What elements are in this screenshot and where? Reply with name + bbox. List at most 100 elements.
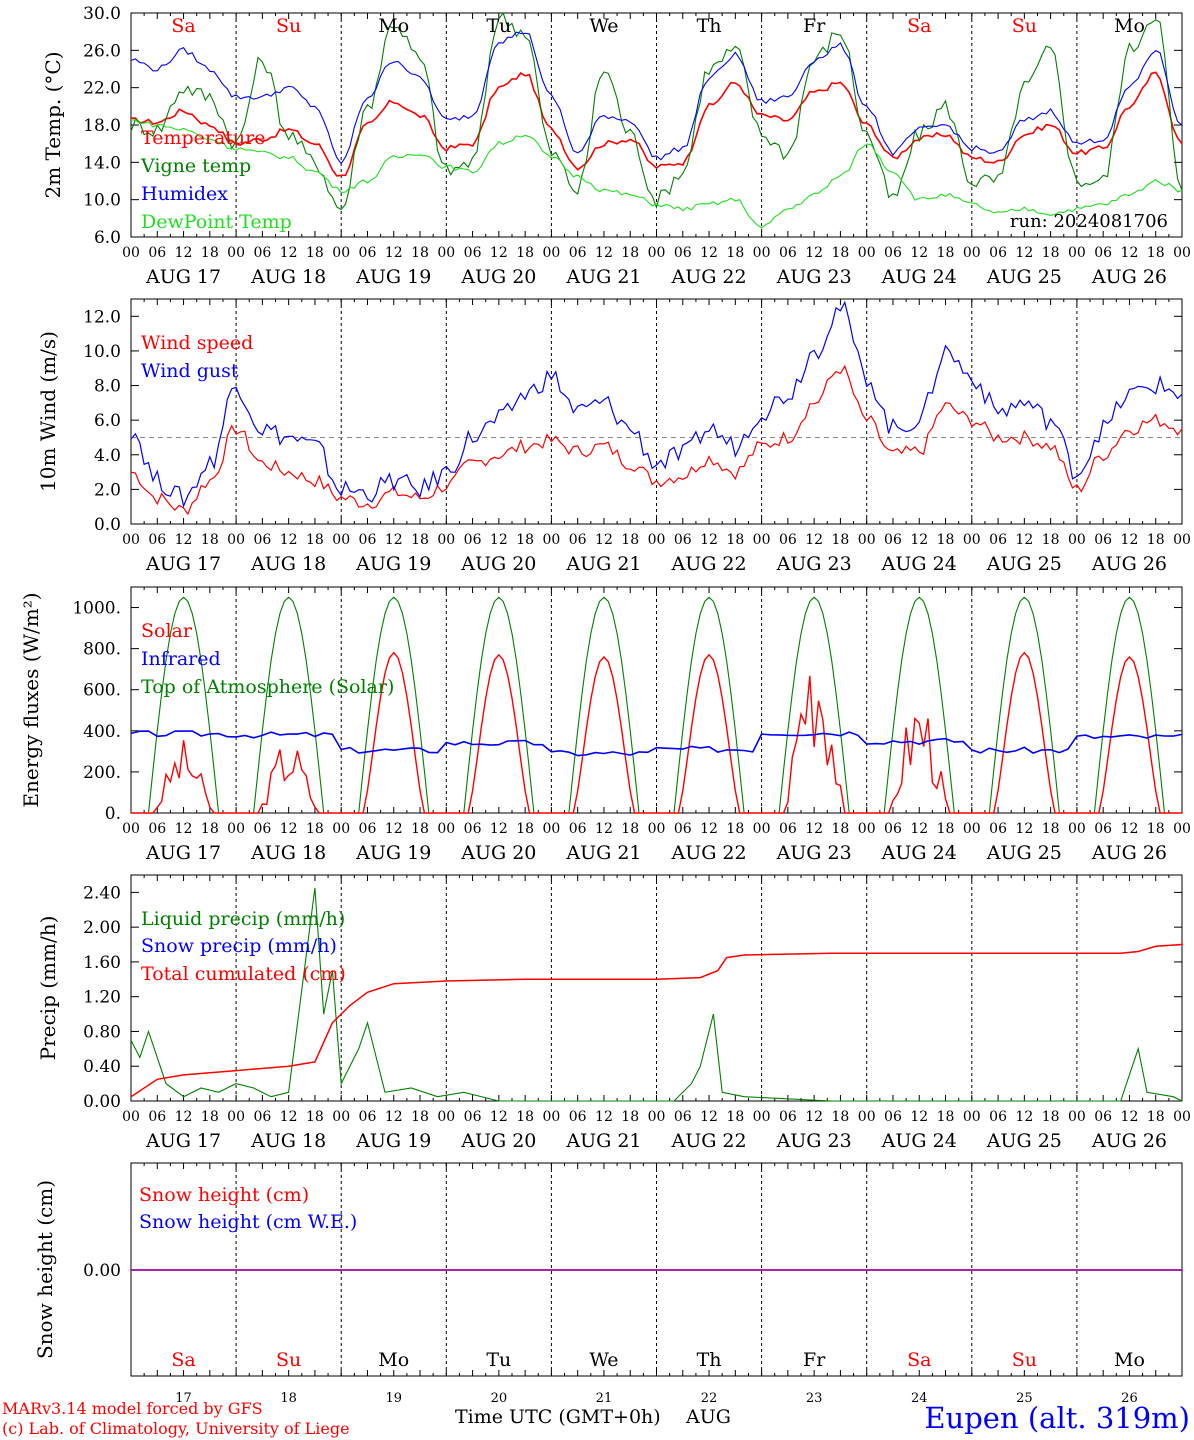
date-label: AUG 19	[355, 266, 431, 288]
hour-tick-label: 12	[910, 1109, 928, 1125]
hour-tick-label: 06	[464, 1109, 482, 1125]
hour-tick-label: 18	[832, 532, 850, 548]
y-axis-title: Energy fluxes (W/m²)	[19, 592, 43, 807]
hour-tick-label: 12	[595, 532, 613, 548]
hour-tick-label: 06	[884, 245, 902, 261]
y-axis-title: 2m Temp. (°C)	[41, 51, 65, 198]
y-tick-label: 18.0	[83, 116, 121, 136]
date-label: AUG 25	[986, 266, 1062, 288]
y-tick-label: 0.0	[94, 515, 121, 535]
hour-tick-label: 12	[1015, 821, 1033, 837]
date-label: AUG 26	[1091, 553, 1167, 575]
hour-tick-label: 18	[621, 245, 639, 261]
date-label: AUG 24	[881, 266, 957, 288]
hour-tick-label: 18	[832, 245, 850, 261]
date-label: AUG 18	[250, 266, 326, 288]
hour-tick-label: 12	[1121, 532, 1139, 548]
hour-tick-label: 12	[385, 532, 403, 548]
panel-frame	[130, 12, 1183, 238]
hour-tick-label: 06	[674, 245, 692, 261]
hour-tick-label: 12	[385, 245, 403, 261]
y-tick-label: 14.0	[83, 153, 121, 173]
time-axis-label: Time UTC (GMT+0h)	[455, 1406, 661, 1428]
hour-tick-label: 06	[989, 1109, 1007, 1125]
day-name-label: Th	[697, 1349, 722, 1371]
hour-tick-label: 12	[805, 1109, 823, 1125]
hour-tick-label: 06	[253, 821, 271, 837]
hour-tick-label: 06	[884, 532, 902, 548]
day-name-label: Su	[276, 1349, 301, 1371]
hour-tick-label: 00	[1173, 1109, 1191, 1125]
series-line-infrared	[130, 730, 1183, 757]
hour-tick-label: 00	[332, 245, 350, 261]
series-line-4	[131, 119, 1183, 229]
hour-tick-label: 12	[595, 821, 613, 837]
hour-tick-label: 06	[989, 821, 1007, 837]
hour-tick-label: 12	[1121, 245, 1139, 261]
y-tick-label: 4.0	[94, 446, 121, 466]
hour-tick-label: 06	[359, 821, 377, 837]
credit-line-1: MARv3.14 model forced by GFS	[2, 1399, 263, 1418]
legend-vigne-temp: Vigne temp	[140, 155, 251, 177]
hour-tick-label: 12	[385, 821, 403, 837]
date-label: AUG 22	[670, 1130, 746, 1152]
hour-tick-label: 06	[148, 1109, 166, 1125]
hour-tick-label: 18	[306, 245, 324, 261]
hour-tick-label: 12	[175, 1109, 193, 1125]
hour-tick-label: 12	[280, 245, 298, 261]
date-number-label: 26	[1121, 1391, 1138, 1406]
legend-total-cumulated: Total cumulated (cm)	[141, 963, 346, 985]
hour-tick-label: 06	[148, 245, 166, 261]
y-tick-label: 26.0	[83, 41, 121, 61]
hour-tick-label: 18	[411, 245, 429, 261]
hour-tick-label: 18	[201, 532, 219, 548]
hour-tick-label: 00	[753, 245, 771, 261]
hour-tick-label: 18	[1042, 245, 1060, 261]
hour-tick-label: 12	[1121, 1109, 1139, 1125]
hour-tick-label: 00	[542, 1109, 560, 1125]
y-tick-label: 0.80	[83, 1022, 121, 1042]
hour-tick-label: 06	[674, 1109, 692, 1125]
hour-tick-label: 00	[122, 821, 140, 837]
hour-tick-label: 00	[542, 821, 560, 837]
legend-humidex: Humidex	[141, 183, 228, 205]
y-tick-label: 1000.	[72, 599, 121, 619]
day-name-label: Sa	[907, 15, 931, 37]
date-label: AUG 21	[565, 553, 641, 575]
y-tick-label: 6.0	[94, 228, 121, 248]
date-number-label: 23	[806, 1391, 823, 1406]
y-tick-label: 22.0	[83, 79, 121, 99]
date-label: AUG 18	[250, 842, 326, 864]
hour-tick-label: 18	[201, 821, 219, 837]
legend-infrared: Infrared	[141, 648, 221, 670]
hour-tick-label: 18	[516, 821, 534, 837]
hour-tick-label: 06	[779, 245, 797, 261]
hour-tick-label: 06	[569, 1109, 587, 1125]
date-label: AUG 25	[986, 842, 1062, 864]
hour-tick-label: 00	[1068, 1109, 1086, 1125]
y-axis-title: 10m Wind (m/s)	[36, 331, 60, 492]
panel-3: 1000. 800. 600. 400. 200. 0.	[72, 586, 1183, 824]
date-label: AUG 20	[460, 842, 536, 864]
hour-axis-2: 00 06 12 18 AUG 17 00 06 12 18 AUG 18 00 06 12 18 AUG …	[122, 532, 1191, 575]
date-label: AUG 23	[776, 842, 852, 864]
hour-tick-label: 00	[437, 821, 455, 837]
hour-tick-label: 18	[411, 1109, 429, 1125]
hour-tick-label: 12	[280, 532, 298, 548]
date-label: AUG 17	[145, 266, 221, 288]
hour-tick-label: 06	[253, 532, 271, 548]
hour-tick-label: 18	[201, 1109, 219, 1125]
series-line-2	[130, 11, 1183, 211]
hour-tick-label: 18	[621, 821, 639, 837]
date-label: AUG 24	[881, 553, 957, 575]
hour-axis-1: 00 06 12 18 AUG 17 00 06 12 18 AUG 18 00 06 12 18 AUG …	[122, 245, 1191, 288]
date-label: AUG 19	[355, 1130, 431, 1152]
hour-tick-label: 18	[201, 245, 219, 261]
y-tick-label: 10.0	[83, 191, 121, 211]
hour-tick-label: 12	[175, 821, 193, 837]
hour-tick-label: 06	[989, 532, 1007, 548]
date-label: AUG 18	[250, 1130, 326, 1152]
hour-tick-label: 00	[122, 245, 140, 261]
day-name-label: Su	[276, 15, 301, 37]
hour-tick-label: 00	[753, 821, 771, 837]
